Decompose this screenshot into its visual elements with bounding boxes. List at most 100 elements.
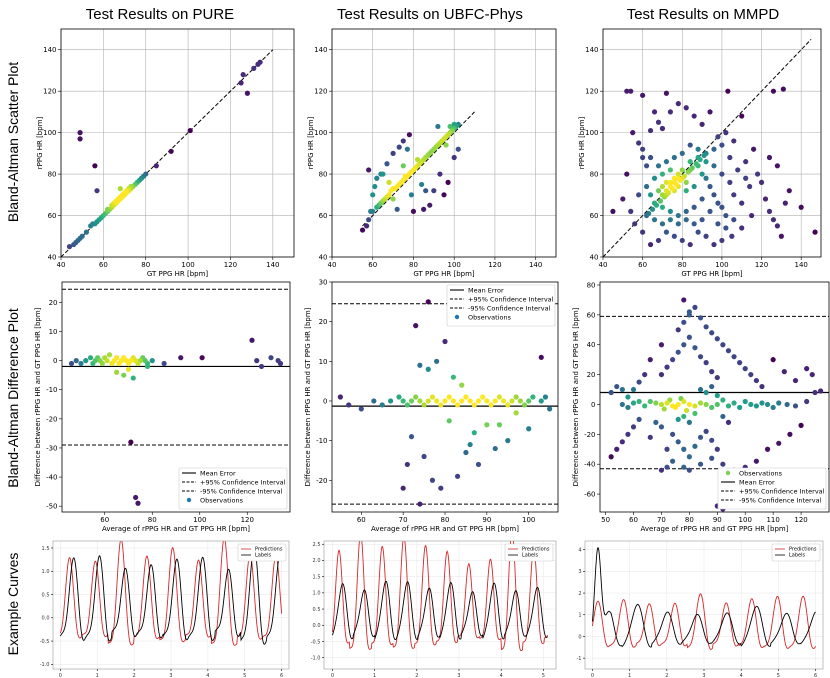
data-point	[441, 192, 447, 198]
data-point	[640, 146, 646, 152]
y-tick-label: 40	[587, 341, 596, 349]
x-tick-label: 140	[529, 261, 542, 269]
data-point	[742, 398, 748, 405]
data-point	[471, 430, 477, 436]
data-point	[117, 186, 123, 192]
y-tick-label: 2.5	[313, 542, 321, 548]
data-point	[455, 146, 461, 152]
data-point	[99, 360, 105, 367]
data-point	[624, 88, 630, 94]
data-point	[366, 217, 372, 223]
data-point	[647, 127, 654, 134]
data-point	[632, 221, 638, 227]
data-point	[484, 398, 490, 404]
y-tick-label: -1	[577, 656, 582, 662]
x-axis-label: Average of rPPG HR and GT PPG HR [bpm]	[371, 525, 519, 533]
data-point	[443, 142, 449, 148]
axes-frame	[323, 540, 557, 670]
panel-scatter-pure: 40 60 80 100 120 140 40 60 80 100 120 140 GT PPG HR …	[36, 28, 295, 278]
data-point	[655, 163, 662, 169]
data-point	[659, 183, 666, 190]
data-point	[429, 477, 436, 483]
data-point	[711, 163, 717, 169]
data-point	[681, 297, 687, 303]
x-tick-label: 5	[542, 673, 545, 678]
y-tick-label: 120	[585, 88, 598, 96]
x-tick-label: 1	[96, 673, 99, 678]
data-point	[759, 383, 765, 390]
data-point	[410, 208, 417, 214]
legend-label: +95% Confidence Interval	[739, 487, 825, 495]
series-line-labels	[332, 580, 548, 641]
y-tick-label: 40	[590, 254, 599, 262]
x-axis-label: GT PPG HR [bpm]	[147, 270, 209, 278]
data-point	[697, 400, 704, 406]
data-point	[770, 404, 776, 411]
data-point	[711, 241, 717, 248]
data-point	[380, 171, 386, 177]
data-point	[636, 192, 642, 198]
data-point	[659, 204, 666, 210]
x-tick-label: 120	[755, 261, 768, 269]
data-point	[703, 175, 709, 181]
data-point	[679, 150, 685, 156]
data-point	[251, 65, 257, 71]
data-point	[651, 217, 658, 223]
data-point	[695, 146, 701, 152]
x-tick-label: 6	[814, 673, 817, 678]
data-point	[727, 179, 733, 185]
y-tick-label: 2.0	[313, 558, 321, 564]
data-point	[104, 358, 110, 364]
data-point	[748, 401, 754, 408]
x-tick-label: 6	[280, 673, 283, 678]
panel-diff-ubfc: 60 70 80 90 100 -20 -10 0 10 20 30 Average of rPPG …	[304, 279, 559, 533]
x-tick-label: 0	[59, 673, 62, 678]
data-point	[703, 401, 709, 408]
y-axis-label: Difference between rPPG HR and GT PPG HR…	[34, 307, 42, 486]
data-point	[731, 400, 737, 406]
x-tick-label: 4	[500, 673, 503, 678]
data-point	[686, 419, 692, 425]
data-point	[739, 113, 745, 119]
data-point	[683, 208, 689, 214]
data-point	[400, 485, 406, 491]
data-point	[683, 407, 690, 414]
data-point	[653, 419, 659, 425]
data-point	[679, 237, 685, 244]
data-point	[366, 167, 372, 173]
panel-diff-pure: 60 80 100 120 -50 -40 -30 -20 -10 0 10 20 Average of…	[34, 281, 291, 533]
data-point	[488, 402, 494, 408]
y-tick-label: 10	[319, 358, 328, 366]
data-point	[636, 379, 642, 385]
data-point	[450, 374, 456, 380]
data-point	[371, 398, 377, 404]
data-point	[526, 398, 532, 404]
column-title-mmpd: Test Results on MMPD	[627, 6, 780, 23]
data-point	[780, 86, 786, 92]
data-point	[675, 349, 681, 355]
data-point	[703, 159, 709, 165]
data-point	[268, 355, 274, 361]
data-point	[671, 179, 677, 185]
data-point	[111, 358, 117, 364]
data-point	[748, 371, 754, 378]
row-title-scatter: Bland-Altman Scatter Plot	[5, 62, 21, 222]
legend-label: Observations	[739, 469, 783, 477]
data-point	[664, 446, 670, 452]
data-point	[249, 337, 255, 343]
data-point	[786, 188, 792, 194]
y-tick-label: -50	[46, 503, 57, 511]
data-point	[664, 464, 670, 470]
data-point	[699, 171, 705, 177]
y-tick-label: -30	[46, 444, 57, 452]
x-tick-label: 3	[702, 673, 705, 678]
data-point	[701, 152, 707, 159]
x-tick-label: 60	[100, 516, 109, 524]
data-point	[675, 175, 681, 181]
legend-box	[178, 467, 288, 510]
column-title-pure: Test Results on PURE	[86, 6, 234, 23]
data-point	[670, 357, 676, 363]
data-point	[697, 461, 704, 467]
legend-label: Predictions	[522, 547, 550, 553]
